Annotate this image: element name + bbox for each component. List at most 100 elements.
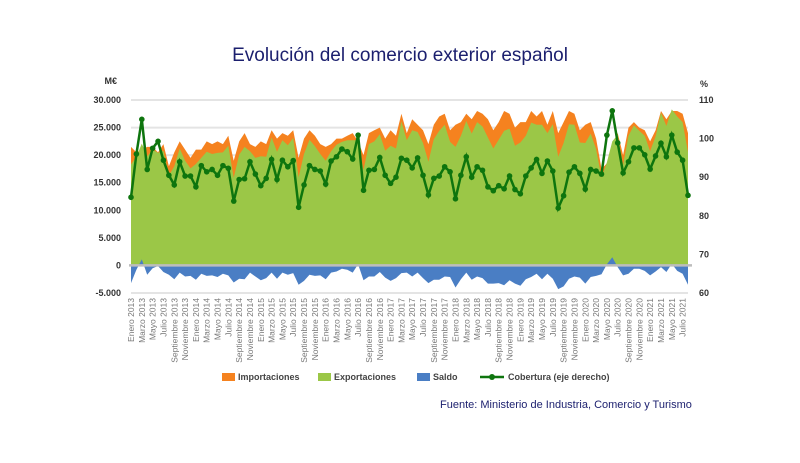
coverage-point [312, 166, 318, 173]
coverage-point [317, 168, 324, 174]
x-tick-label: Enero 2014 [191, 298, 201, 342]
legend-swatch [417, 373, 430, 381]
coverage-point [636, 145, 643, 151]
coverage-point [339, 146, 345, 152]
coverage-point [155, 138, 161, 145]
y-tick-left: 15.000 [93, 178, 121, 188]
y-tick-right: 70 [699, 249, 709, 259]
x-tick-label: Enero 2021 [645, 298, 655, 342]
coverage-point [501, 185, 507, 192]
balance-area [131, 257, 688, 290]
x-tick-label: Mayo 2019 [537, 298, 547, 340]
source-note: Fuente: Ministerio de Industria, Comerci… [440, 399, 692, 411]
y-axis-label-right: % [700, 79, 708, 89]
y-tick-left: 20.000 [93, 150, 121, 160]
coverage-point [566, 169, 572, 175]
coverage-point [306, 162, 313, 169]
x-tick-label: Marzo 2018 [461, 298, 471, 343]
coverage-point [458, 172, 464, 179]
x-tick-label: Marzo 2019 [526, 298, 536, 343]
x-tick-label: Septiembre 2016 [364, 298, 374, 363]
coverage-point [679, 157, 686, 164]
y-tick-left: 30.000 [93, 95, 121, 105]
coverage-point [641, 152, 648, 158]
x-tick-label: Noviembre 2017 [440, 298, 450, 361]
x-tick-label: Septiembre 2015 [299, 298, 309, 363]
exports-area [131, 109, 688, 266]
coverage-point [366, 167, 372, 174]
x-tick-label: Marzo 2013 [137, 298, 147, 343]
x-tick-label: Noviembre 2019 [569, 298, 579, 361]
coverage-point [160, 157, 167, 164]
coverage-point [652, 153, 659, 159]
x-tick-label: Marzo 2014 [202, 298, 212, 343]
coverage-point [571, 163, 578, 170]
coverage-point [550, 168, 556, 174]
coverage-point [301, 182, 307, 188]
coverage-point [485, 184, 491, 190]
coverage-point [468, 174, 475, 180]
legend-swatch [318, 373, 331, 381]
coverage-point [582, 186, 589, 192]
coverage-point [133, 151, 140, 157]
coverage-point [447, 168, 453, 175]
x-tick-label: Enero 2013 [126, 298, 136, 342]
coverage-point [382, 172, 388, 179]
x-tick-label: Mayo 2016 [342, 298, 352, 340]
coverage-point [577, 170, 583, 177]
x-tick-label: Mayo 2020 [602, 298, 612, 340]
x-tick-label: Septiembre 2014 [234, 298, 244, 363]
y-tick-left: 25.000 [93, 123, 121, 133]
x-tick-label: Noviembre 2018 [505, 298, 515, 361]
y-tick-right: 80 [699, 211, 709, 221]
coverage-point [506, 173, 513, 179]
y-tick-left: 10.000 [93, 205, 121, 215]
coverage-point [463, 153, 470, 160]
coverage-point [360, 187, 367, 194]
coverage-point [220, 162, 226, 169]
coverage-point [344, 148, 351, 155]
coverage-point [409, 165, 416, 171]
coverage-point [166, 172, 172, 179]
coverage-point [393, 174, 399, 180]
x-tick-label: Septiembre 2018 [494, 298, 504, 363]
coverage-point [490, 187, 497, 194]
coverage-point [528, 165, 534, 171]
coverage-point [214, 172, 221, 179]
x-tick-label: Marzo 2021 [656, 298, 666, 343]
coverage-point [625, 158, 632, 165]
coverage-point [209, 166, 215, 173]
y-tick-right: 60 [699, 288, 709, 298]
x-tick-label: Marzo 2016 [331, 298, 341, 343]
x-tick-label: Enero 2016 [321, 298, 331, 342]
coverage-point [452, 196, 459, 202]
coverage-point [295, 204, 302, 211]
x-tick-label: Enero 2019 [515, 298, 525, 342]
x-tick-label: Mayo 2017 [407, 298, 417, 340]
x-tick-label: Noviembre 2015 [310, 298, 320, 361]
coverage-point [533, 156, 540, 163]
coverage-point [620, 170, 626, 176]
coverage-point [349, 156, 356, 162]
coverage-point [598, 171, 605, 177]
x-tick-label: Enero 2020 [580, 298, 590, 342]
coverage-point [322, 181, 329, 187]
x-tick-label: Noviembre 2013 [180, 298, 190, 361]
coverage-point [431, 175, 437, 182]
coverage-point [414, 155, 421, 161]
coverage-point [436, 173, 443, 179]
coverage-point [279, 157, 286, 164]
coverage-point [371, 166, 378, 173]
coverage-point [355, 132, 361, 138]
coverage-point [252, 171, 259, 177]
legend-label: Cobertura (eje derecho) [508, 372, 610, 382]
x-tick-label: Julio 2018 [483, 298, 493, 337]
coverage-point [182, 173, 188, 179]
x-tick-label: Julio 2014 [223, 298, 233, 337]
x-tick-label: Julio 2019 [548, 298, 558, 337]
coverage-point [274, 176, 280, 183]
coverage-point [247, 158, 253, 165]
coverage-point [198, 162, 205, 169]
coverage-point [441, 163, 448, 170]
